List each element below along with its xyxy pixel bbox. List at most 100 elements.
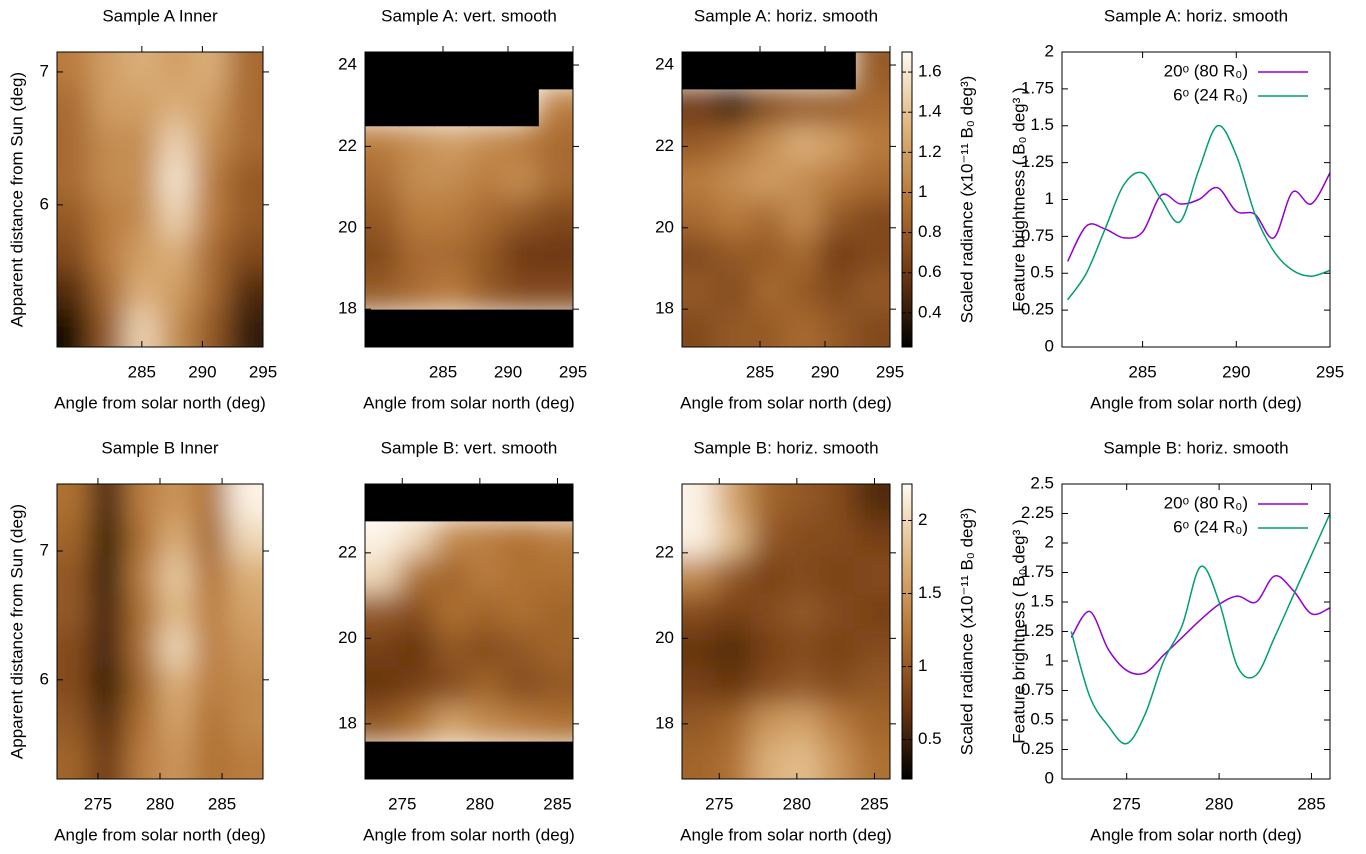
masked-cell [537, 484, 573, 522]
heatmap-cell [398, 161, 436, 201]
heatmap-cell [502, 198, 540, 238]
y-tick-label: 2 [1045, 41, 1054, 60]
heatmap-cell [57, 161, 93, 201]
y-tick-label: 0.75 [1021, 226, 1054, 245]
plot-frame [681, 483, 891, 780]
heatmap-cell [90, 272, 127, 312]
heatmap-cell [227, 272, 263, 312]
heatmap-cell [365, 667, 401, 707]
heatmap-cell [750, 593, 787, 633]
heatmap-cell [193, 235, 230, 275]
heatmap-cell [159, 198, 196, 238]
heatmap-cell [193, 741, 230, 779]
heatmap-cell [468, 235, 505, 275]
heatmap-cell [398, 235, 436, 275]
heatmap-cell [819, 484, 857, 522]
heatmap-cell [785, 704, 822, 744]
panel: Sample B: horiz. smooth Angle from solar … [1009, 438, 1331, 844]
x-axis-label: Angle from solar north (deg) [680, 393, 892, 412]
heatmap-cell [468, 667, 505, 707]
y-tick-label: 1.75 [1021, 562, 1054, 581]
heatmap-cell [682, 309, 718, 347]
plot-frame [681, 51, 891, 348]
heatmap-cell [90, 52, 127, 90]
heatmap-cell [819, 593, 857, 633]
heatmap-cell [124, 741, 161, 779]
heatmap-cell [854, 519, 890, 559]
x-tick-label: 275 [1113, 794, 1141, 813]
heatmap-cell [124, 309, 161, 347]
y-tick-label: 6 [40, 194, 49, 213]
heatmap-cell [90, 124, 127, 164]
heatmap-cell [785, 630, 822, 670]
panel: Sample B Inner Angle from solar north (de… [7, 438, 269, 844]
panel: Sample A: horiz. smooth Angle from solar … [655, 6, 976, 412]
heatmap-cell [365, 556, 401, 596]
heatmap-cell [537, 556, 573, 596]
masked-cell [468, 309, 505, 347]
heatmap-cell [468, 198, 505, 238]
heatmap-cell [502, 235, 540, 275]
heatmap-cell [159, 741, 196, 779]
y-axis-label: Feature brightness ( B₀ deg³ ) [1009, 87, 1028, 311]
x-tick-label: 295 [249, 362, 277, 381]
panel: Sample B: vert. smooth Angle from solar n… [338, 438, 579, 844]
y-tick-label: 1.75 [1021, 78, 1054, 97]
x-tick-label: 280 [783, 794, 811, 813]
heatmap-cell [57, 519, 93, 559]
heatmap-cell [124, 87, 161, 127]
heatmap-cell [57, 667, 93, 707]
heatmap-cell [159, 484, 196, 522]
masked-cell [682, 52, 718, 90]
heatmap-cell [433, 198, 470, 238]
plot-frame [364, 51, 574, 348]
heatmap-cell [90, 556, 127, 596]
heatmap-cell [159, 593, 196, 633]
masked-cell [820, 52, 856, 90]
heatmap-cell [159, 87, 196, 127]
heatmap-cell [854, 593, 890, 633]
panel: Sample A Inner Angle from solar north (de… [7, 6, 277, 412]
heatmap-cell [715, 667, 753, 707]
heatmap-cell [715, 309, 753, 347]
heatmap-cell [159, 519, 196, 559]
heatmap-cells [57, 484, 263, 779]
colorbar-label: Scaled radiance (x10⁻¹¹ B₀ deg³) [957, 76, 976, 324]
heatmap-cell [785, 87, 822, 127]
heatmap-cell [682, 556, 718, 596]
heatmap-cell [715, 630, 753, 670]
heatmap-cell [785, 593, 822, 633]
heatmap-cell [502, 704, 540, 744]
heatmap-cell [398, 272, 436, 312]
heatmap-cell [227, 87, 263, 127]
x-axis-label: Angle from solar north (deg) [1090, 393, 1302, 412]
heatmap-cell [90, 235, 127, 275]
heatmap-cell [159, 704, 196, 744]
heatmap-cell [682, 630, 718, 670]
heatmap-cell [785, 272, 822, 312]
heatmap-cell [90, 630, 127, 670]
y-tick-label: 1.5 [1030, 115, 1054, 134]
masked-cell [365, 741, 401, 779]
heatmap-cell [502, 272, 540, 312]
heatmap-cell [57, 87, 93, 127]
x-tick-label: 285 [746, 362, 774, 381]
x-axis-label: Angle from solar north (deg) [363, 825, 575, 844]
y-tick-label: 7 [40, 540, 49, 559]
panel-title: Sample B: vert. smooth [381, 438, 558, 457]
heatmap-cell [682, 519, 718, 559]
heatmap-cell [682, 87, 718, 127]
heatmap-cell [537, 87, 573, 127]
masked-cell [503, 309, 539, 347]
heatmap-cell [537, 630, 573, 670]
heatmap-cell [398, 519, 436, 559]
heatmap [682, 52, 890, 347]
heatmap-cell [785, 667, 822, 707]
colorbar [901, 51, 913, 348]
colorbar-tick-label: 2 [918, 510, 927, 529]
heatmap [57, 484, 263, 779]
x-tick-label: 290 [494, 362, 522, 381]
panel-title: Sample A: horiz. smooth [1104, 6, 1288, 25]
heatmap-cell [193, 87, 230, 127]
